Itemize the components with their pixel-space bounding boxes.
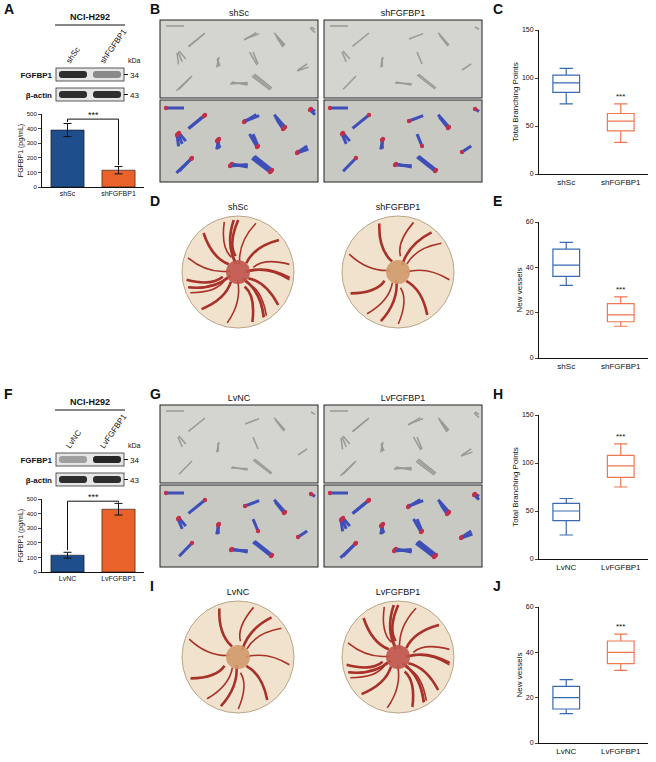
svg-text:shSc: shSc <box>228 202 249 212</box>
svg-text:G: G <box>150 386 161 402</box>
svg-text:LvNC: LvNC <box>556 747 576 756</box>
svg-text:50: 50 <box>526 122 534 129</box>
svg-text:NCI-H292: NCI-H292 <box>70 397 110 407</box>
svg-text:LvFGFBP1: LvFGFBP1 <box>101 575 136 582</box>
svg-text:150: 150 <box>522 411 534 418</box>
svg-text:300: 300 <box>27 525 38 531</box>
svg-text:Total Branching Points: Total Branching Points <box>511 447 520 527</box>
svg-text:shSc: shSc <box>64 45 82 65</box>
svg-text:LvNC: LvNC <box>228 393 251 403</box>
svg-text:0: 0 <box>530 739 534 746</box>
svg-text:100: 100 <box>522 74 534 81</box>
svg-text:LvFGFBP1: LvFGFBP1 <box>601 747 641 756</box>
svg-text:shFGFBP1: shFGFBP1 <box>98 27 128 65</box>
svg-text:0: 0 <box>33 569 37 575</box>
svg-text:200: 200 <box>27 155 38 161</box>
svg-text:I: I <box>150 578 154 594</box>
svg-text:FGFBP1 (pg/mL): FGFBP1 (pg/mL) <box>17 509 25 562</box>
svg-text:0: 0 <box>530 170 534 177</box>
svg-text:LvNC: LvNC <box>227 587 250 597</box>
svg-text:***: *** <box>616 92 625 101</box>
svg-text:0: 0 <box>33 184 37 190</box>
svg-text:0: 0 <box>530 555 534 562</box>
svg-text:shSc: shSc <box>60 190 76 197</box>
svg-text:Total Branching Points: Total Branching Points <box>511 62 520 142</box>
svg-text:43: 43 <box>130 91 139 100</box>
svg-text:shFGFBP1: shFGFBP1 <box>601 362 641 371</box>
svg-text:***: *** <box>616 432 625 441</box>
svg-text:New vessels: New vessels <box>515 653 524 698</box>
svg-text:LvFGFBP1: LvFGFBP1 <box>601 563 641 572</box>
svg-text:β-actin: β-actin <box>26 91 52 100</box>
svg-text:kDa: kDa <box>128 442 141 449</box>
svg-text:LvNC: LvNC <box>64 428 83 450</box>
svg-text:150: 150 <box>522 26 534 33</box>
svg-text:20: 20 <box>526 309 534 316</box>
svg-text:NCI-H292: NCI-H292 <box>70 12 110 22</box>
svg-text:shFGFBP1: shFGFBP1 <box>381 8 426 18</box>
svg-text:H: H <box>493 386 503 402</box>
svg-text:J: J <box>493 578 501 594</box>
svg-text:60: 60 <box>526 603 534 610</box>
svg-text:kDa: kDa <box>128 57 141 64</box>
svg-text:34: 34 <box>130 456 139 465</box>
svg-text:A: A <box>4 1 14 17</box>
svg-text:100: 100 <box>522 459 534 466</box>
svg-text:0: 0 <box>530 354 534 361</box>
svg-text:New vessels: New vessels <box>515 268 524 313</box>
svg-text:60: 60 <box>526 218 534 225</box>
svg-text:300: 300 <box>27 140 38 146</box>
svg-text:B: B <box>150 1 160 17</box>
svg-text:FGFBP1: FGFBP1 <box>20 456 52 465</box>
svg-text:LvFGFBP1: LvFGFBP1 <box>98 412 128 450</box>
svg-text:40: 40 <box>526 264 534 271</box>
svg-text:34: 34 <box>130 71 139 80</box>
svg-text:LvFGFBP1: LvFGFBP1 <box>376 587 421 597</box>
svg-text:400: 400 <box>27 511 38 517</box>
svg-text:500: 500 <box>27 496 38 502</box>
svg-text:400: 400 <box>27 126 38 132</box>
svg-text:***: *** <box>616 622 625 631</box>
svg-text:shFGFBP1: shFGFBP1 <box>376 202 421 212</box>
svg-text:LvNC: LvNC <box>556 563 576 572</box>
svg-text:F: F <box>4 386 13 402</box>
svg-text:shSc: shSc <box>557 178 575 187</box>
svg-text:FGFBP1 (pg/mL): FGFBP1 (pg/mL) <box>17 124 25 177</box>
svg-text:100: 100 <box>27 555 38 561</box>
svg-text:***: *** <box>616 285 625 294</box>
svg-text:20: 20 <box>526 694 534 701</box>
svg-text:β-actin: β-actin <box>26 476 52 485</box>
svg-text:43: 43 <box>130 476 139 485</box>
svg-text:500: 500 <box>27 111 38 117</box>
svg-text:40: 40 <box>526 649 534 656</box>
svg-text:shSc: shSc <box>557 362 575 371</box>
svg-text:100: 100 <box>27 170 38 176</box>
svg-text:E: E <box>493 193 502 209</box>
svg-text:C: C <box>493 1 503 17</box>
svg-text:200: 200 <box>27 540 38 546</box>
svg-text:shFGFBP1: shFGFBP1 <box>101 190 136 197</box>
svg-text:FGFBP1: FGFBP1 <box>20 71 52 80</box>
svg-text:***: *** <box>88 110 99 120</box>
svg-text:shSc: shSc <box>229 8 250 18</box>
svg-text:50: 50 <box>526 507 534 514</box>
svg-text:D: D <box>150 193 160 209</box>
svg-text:LvFGFBP1: LvFGFBP1 <box>381 393 426 403</box>
svg-text:***: *** <box>88 492 99 502</box>
svg-text:shFGFBP1: shFGFBP1 <box>601 178 641 187</box>
svg-text:LvNC: LvNC <box>59 575 77 582</box>
